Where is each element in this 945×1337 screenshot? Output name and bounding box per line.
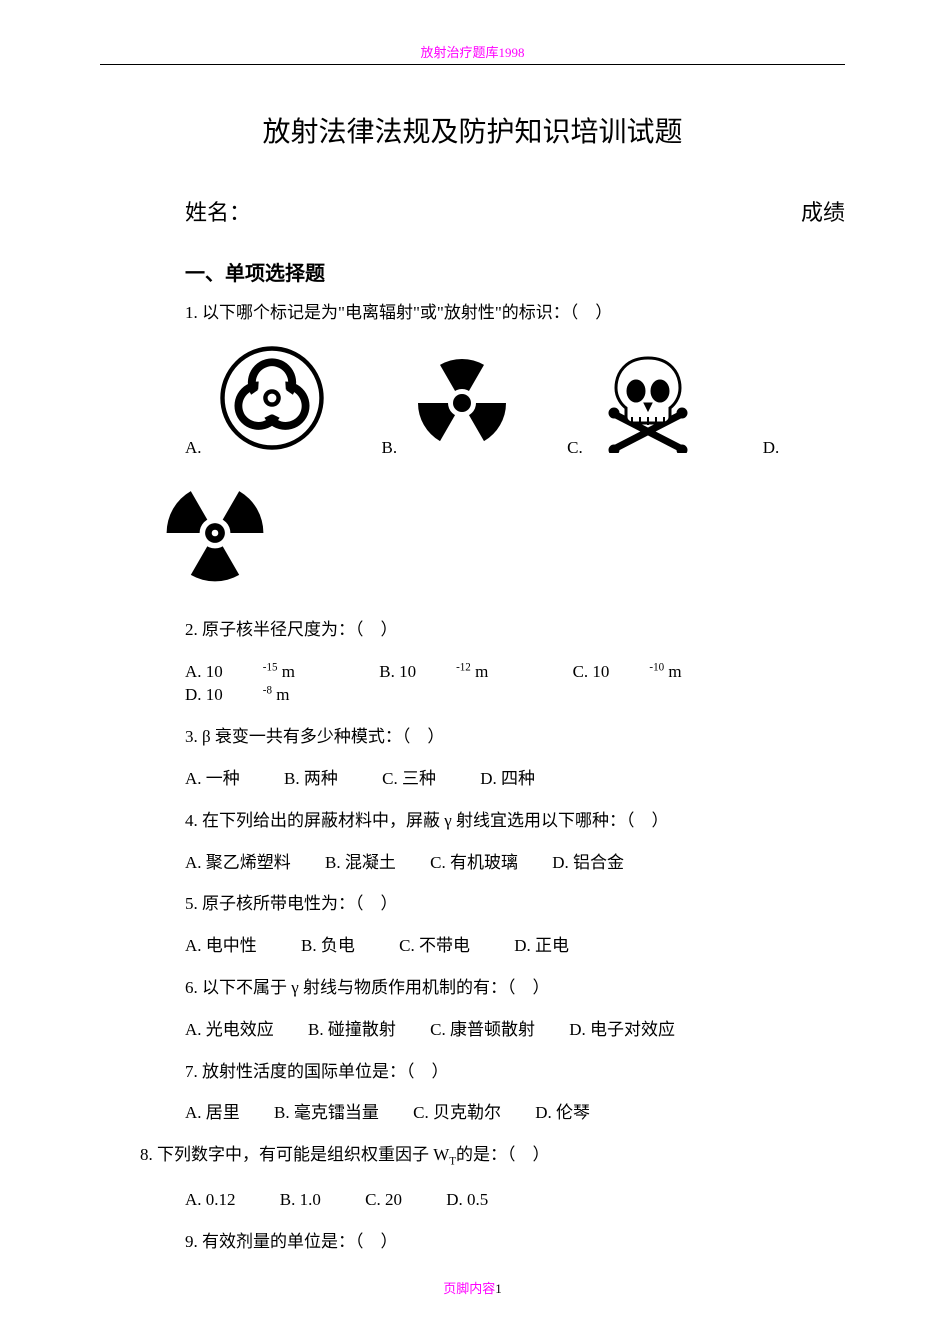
section-heading: 一、单项选择题 <box>185 257 845 286</box>
question-7: 7. 放射性活度的国际单位是：（ ） <box>185 1060 845 1084</box>
q1-option-c-label: C. <box>567 438 583 458</box>
header-divider <box>100 64 845 65</box>
q7-b: B. 毫克镭当量 <box>274 1103 379 1122</box>
skull-crossbones-icon <box>593 353 703 458</box>
q1-option-b-label: B. <box>382 438 398 458</box>
biohazard-icon <box>212 343 332 458</box>
q2-d: D. 10-8 m <box>185 685 329 704</box>
q1-option-d-row <box>185 478 845 593</box>
footer: 页脚内容1 <box>0 1278 945 1297</box>
q3-c: C. 三种 <box>382 769 436 788</box>
question-5: 5. 原子核所带电性为：（ ） <box>185 892 845 916</box>
q5-options: A. 电中性 B. 负电 C. 不带电 D. 正电 <box>185 934 845 958</box>
q1-option-d-label: D. <box>763 438 780 458</box>
q1-option-a-label: A. <box>185 438 202 458</box>
question-1: 1. 以下哪个标记是为"电离辐射"或"放射性"的标识：（ ） <box>185 301 845 325</box>
header-watermark: 放射治疗题库1998 <box>0 42 945 61</box>
page-content: 放射法律法规及防护知识培训试题 姓名： 成绩 一、单项选择题 1. 以下哪个标记… <box>100 100 845 1272</box>
q8-options: A. 0.12 B. 1.0 C. 20 D. 0.5 <box>185 1188 845 1212</box>
q8-a: A. 0.12 <box>185 1190 236 1209</box>
question-4: 4. 在下列给出的屏蔽材料中，屏蔽 γ 射线宜选用以下哪种：（ ） <box>185 809 845 833</box>
q2-a: A. 10-15 m <box>185 662 335 681</box>
q5-d: D. 正电 <box>514 936 569 955</box>
q4-a: A. 聚乙烯塑料 <box>185 853 291 872</box>
q4-b: B. 混凝土 <box>325 853 396 872</box>
question-3: 3. β 衰变一共有多少种模式：（ ） <box>185 725 845 749</box>
question-8: 8. 下列数字中，有可能是组织权重因子 WT的是：（ ） <box>140 1143 845 1170</box>
q4-options: A. 聚乙烯塑料 B. 混凝土 C. 有机玻璃 D. 铝合金 <box>185 851 845 875</box>
q7-a: A. 居里 <box>185 1103 240 1122</box>
q8-b: B. 1.0 <box>280 1190 321 1209</box>
q2-options: A. 10-15 m B. 10-12 m C. 10-10 m D. 10-8… <box>185 660 845 708</box>
q2-c: C. 10-10 m <box>573 662 722 681</box>
q2-b: B. 10-12 m <box>379 662 528 681</box>
q7-options: A. 居里 B. 毫克镭当量 C. 贝克勒尔 D. 伦琴 <box>185 1101 845 1125</box>
q3-options: A. 一种 B. 两种 C. 三种 D. 四种 <box>185 767 845 791</box>
q3-b: B. 两种 <box>284 769 338 788</box>
q3-d: D. 四种 <box>480 769 535 788</box>
question-2: 2. 原子核半径尺度为：（ ） <box>185 618 845 642</box>
q3-a: A. 一种 <box>185 769 240 788</box>
q4-c: C. 有机玻璃 <box>430 853 518 872</box>
q5-a: A. 电中性 <box>185 936 257 955</box>
name-label: 姓名： <box>185 195 251 227</box>
q1-options-row-1: A. B. <box>185 343 845 458</box>
q6-d: D. 电子对效应 <box>569 1020 675 1039</box>
footer-page: 1 <box>495 1281 502 1296</box>
q6-b: B. 碰撞散射 <box>308 1020 396 1039</box>
footer-label: 页脚内容 <box>443 1281 495 1296</box>
document-title: 放射法律法规及防护知识培训试题 <box>100 110 845 150</box>
q5-b: B. 负电 <box>301 936 355 955</box>
q6-c: C. 康普顿散射 <box>430 1020 535 1039</box>
q6-options: A. 光电效应 B. 碰撞散射 C. 康普顿散射 D. 电子对效应 <box>185 1018 845 1042</box>
q6-a: A. 光电效应 <box>185 1020 274 1039</box>
q4-d: D. 铝合金 <box>552 853 624 872</box>
q8-d: D. 0.5 <box>446 1190 488 1209</box>
radiation-trefoil-dot-icon <box>155 478 275 593</box>
score-label: 成绩 <box>801 195 845 227</box>
name-score-row: 姓名： 成绩 <box>185 195 845 227</box>
q7-d: D. 伦琴 <box>535 1103 590 1122</box>
q7-c: C. 贝克勒尔 <box>413 1103 501 1122</box>
question-6: 6. 以下不属于 γ 射线与物质作用机制的有：（ ） <box>185 976 845 1000</box>
question-9: 9. 有效剂量的单位是：（ ） <box>185 1230 845 1254</box>
q8-c: C. 20 <box>365 1190 402 1209</box>
q5-c: C. 不带电 <box>399 936 470 955</box>
radiation-trefoil-icon <box>407 353 517 458</box>
